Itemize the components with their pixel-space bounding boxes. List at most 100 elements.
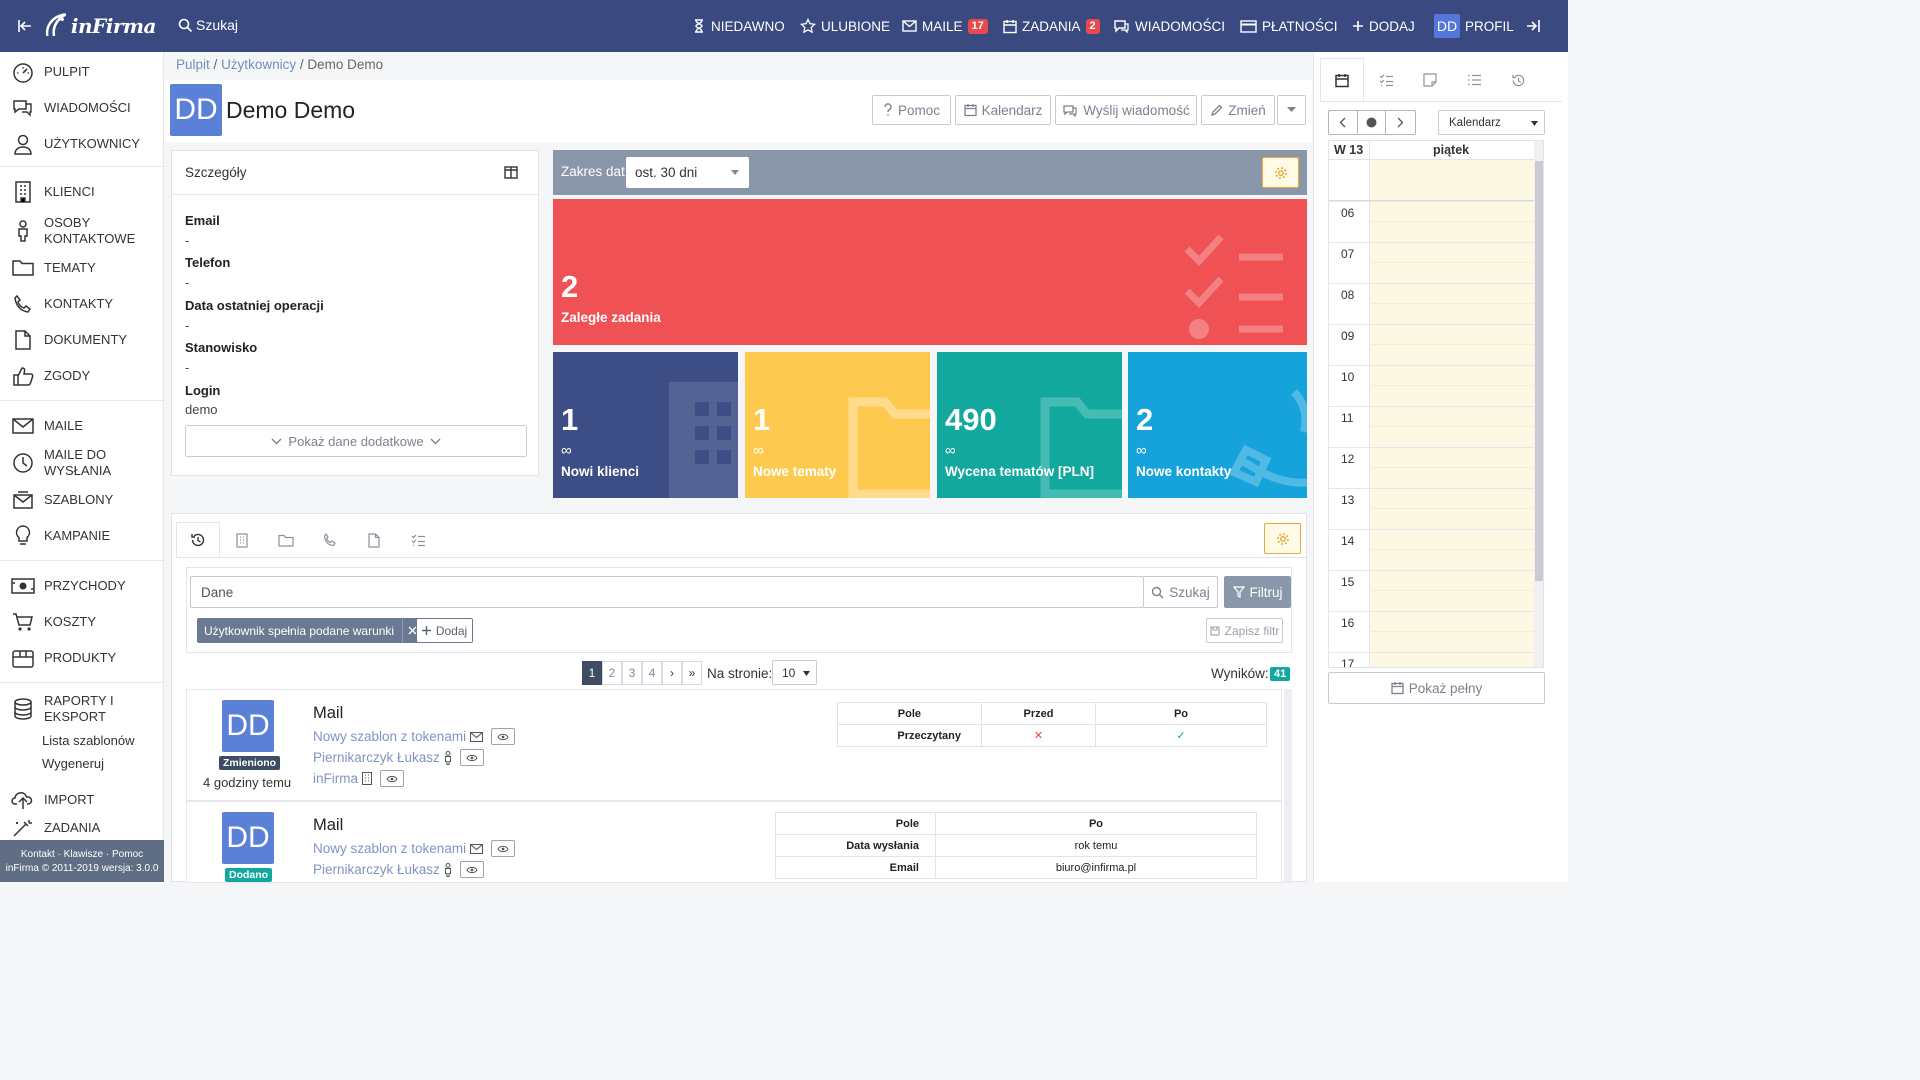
rtab-tasks[interactable] [1364, 58, 1408, 102]
sidebar-item-contacts[interactable]: KONTAKTY [0, 292, 164, 316]
new-contacts-tile[interactable]: 2 ∞ Nowe kontakty [1128, 352, 1307, 498]
page-4[interactable]: 4 [642, 661, 662, 685]
sidebar-subitem-generate[interactable]: Wygeneruj [42, 756, 105, 771]
feed-item-link[interactable]: Piernikarczyk Łukasz [313, 749, 484, 766]
rtab-history[interactable] [1496, 58, 1540, 102]
sidebar-item-campaigns[interactable]: KAMPANIE [0, 524, 164, 548]
preview-eye-icon[interactable] [491, 840, 516, 857]
sidebar-item-users[interactable]: UŻYTKOWNICY [0, 132, 164, 156]
calendar-view-select[interactable]: Kalendarz [1438, 110, 1545, 135]
nav-favorites[interactable]: ULUBIONE [800, 0, 890, 52]
sidebar-item-dashboard[interactable]: PULPIT [0, 60, 164, 84]
feed-item-link[interactable]: Nowy szablon z tokenami [313, 840, 516, 857]
today-column[interactable] [1369, 160, 1534, 667]
feed-item-link-text: Nowy szablon z tokenami [313, 729, 467, 744]
remove-condition-icon[interactable] [402, 618, 422, 643]
allday-divider [1329, 200, 1534, 201]
topics-valuation-tile[interactable]: 490 ∞ Wycena tematów [PLN] [937, 352, 1122, 498]
hour-line [1329, 570, 1534, 571]
feed-item-link[interactable]: Nowy szablon z tokenami [313, 728, 516, 745]
preview-eye-icon[interactable] [459, 749, 484, 766]
tab-history[interactable] [176, 522, 220, 558]
tab-contacts[interactable] [308, 522, 352, 558]
breadcrumb-dashboard[interactable]: Pulpit [176, 57, 210, 72]
preview-eye-icon[interactable] [459, 861, 484, 878]
date-range-select[interactable]: ost. 30 dni [626, 157, 749, 188]
page-1[interactable]: 1 [582, 661, 602, 685]
overdue-tasks-tile[interactable]: 2 Zaległe zadania [553, 199, 1307, 345]
page-next[interactable]: › [662, 661, 682, 685]
calendar-next-button[interactable] [1386, 111, 1415, 134]
feed-item-link[interactable]: Piernikarczyk Łukasz [313, 861, 484, 878]
nav-messages[interactable]: WIADOMOŚCI [1113, 0, 1225, 52]
show-full-calendar-button[interactable]: Pokaż pełny [1328, 672, 1545, 704]
activity-settings-button[interactable] [1264, 523, 1301, 554]
calendar-prev-button[interactable] [1329, 111, 1358, 134]
page-2[interactable]: 2 [602, 661, 622, 685]
calendar-scrollbar[interactable] [1534, 141, 1543, 667]
columns-toggle-icon[interactable] [504, 166, 518, 179]
sidebar-item-mails-to-send[interactable]: MAILE DO WYSŁANIA [0, 446, 164, 480]
sidebar-item-messages[interactable]: WIADOMOŚCI [0, 96, 164, 120]
footer-links[interactable]: Kontakt · Klawisze · Pomoc [20, 849, 144, 860]
sidebar-item-mails[interactable]: MAILE [0, 414, 164, 438]
logo[interactable]: inFirma [44, 6, 157, 46]
nav-tasks[interactable]: ZADANIA 2 [1003, 0, 1100, 52]
more-actions-dropdown[interactable] [1277, 95, 1306, 125]
collapse-sidebar-icon[interactable] [14, 15, 36, 37]
sidebar-item-topics[interactable]: TEMATY [0, 256, 164, 280]
collapse-right-panel-icon[interactable] [1523, 16, 1543, 36]
stats-settings-button[interactable] [1262, 157, 1299, 188]
sidebar-subitem-template-list[interactable]: Lista szablonów [42, 733, 135, 748]
nav-profile[interactable]: DD PROFIL [1434, 0, 1514, 52]
page-3[interactable]: 3 [622, 661, 642, 685]
global-search[interactable]: Szukaj [178, 17, 238, 33]
tab-topics[interactable] [264, 522, 308, 558]
rtab-list[interactable] [1452, 58, 1496, 102]
tab-clients[interactable] [220, 522, 264, 558]
sidebar-item-clients[interactable]: KLIENCI [0, 180, 164, 204]
page-last[interactable]: » [682, 661, 702, 685]
search-button[interactable]: Szukaj [1143, 576, 1218, 608]
search-input[interactable]: Dane [190, 576, 1144, 608]
sidebar-item-consents[interactable]: ZGODY [0, 364, 164, 388]
calendar-today-button[interactable] [1358, 111, 1387, 134]
sidebar-item-costs[interactable]: KOSZTY [0, 610, 164, 634]
sidebar-item-revenues[interactable]: PRZYCHODY [0, 574, 164, 598]
day-name: piątek [1433, 143, 1470, 157]
filter-button[interactable]: Filtruj [1224, 576, 1291, 608]
feed-item-link[interactable]: inFirma [313, 770, 405, 787]
top-bar: inFirma Szukaj NIEDAWNO ULUBIONE MAILE 1… [0, 0, 1568, 52]
new-clients-tile[interactable]: 1 ∞ Nowi klienci [553, 352, 738, 498]
per-page-select[interactable]: 10 [772, 660, 817, 685]
sidebar-item-templates[interactable]: SZABLONY [0, 488, 164, 512]
sidebar-item-documents[interactable]: DOKUMENTY [0, 328, 164, 352]
tab-documents[interactable] [352, 522, 396, 558]
sidebar-item-import[interactable]: IMPORT [0, 788, 164, 812]
sidebar-item-products[interactable]: PRODUKTY [0, 646, 164, 670]
preview-eye-icon[interactable] [491, 728, 516, 745]
nav-add[interactable]: DODAJ [1352, 0, 1415, 52]
send-message-button[interactable]: Wyślij wiadomość [1055, 95, 1197, 125]
nav-recent[interactable]: NIEDAWNO [692, 0, 785, 52]
rtab-notes[interactable] [1408, 58, 1452, 102]
breadcrumb-users[interactable]: Użytkownicy [221, 57, 297, 72]
rtab-calendar[interactable] [1320, 58, 1364, 102]
nav-mails[interactable]: MAILE 17 [902, 0, 988, 52]
calendar-scrollbar-thumb[interactable] [1535, 161, 1543, 581]
sidebar-item-contact-persons[interactable]: OSOBY KONTAKTOWE [0, 214, 164, 248]
new-topics-tile[interactable]: 1 ∞ Nowe tematy [745, 352, 930, 498]
condition-chip[interactable]: Użytkownik spełnia podane warunki [197, 618, 423, 643]
show-additional-data-button[interactable]: Pokaż dane dodatkowe [185, 425, 527, 457]
nav-payments[interactable]: PŁATNOŚCI [1240, 0, 1338, 52]
edit-button[interactable]: Zmień [1201, 95, 1275, 125]
preview-eye-icon[interactable] [380, 770, 405, 787]
help-button[interactable]: Pomoc [872, 95, 951, 125]
add-condition-button[interactable]: Dodaj [416, 618, 473, 643]
feed-scrollbar[interactable] [1284, 689, 1292, 883]
sidebar-item-tasks[interactable]: ZADANIA [0, 818, 164, 838]
tab-tasks[interactable] [396, 522, 440, 558]
save-filter-button[interactable]: Zapisz filtr [1206, 618, 1283, 643]
calendar-button[interactable]: Kalendarz [955, 95, 1051, 125]
sidebar-item-reports[interactable]: RAPORTY I EKSPORT [0, 692, 164, 726]
